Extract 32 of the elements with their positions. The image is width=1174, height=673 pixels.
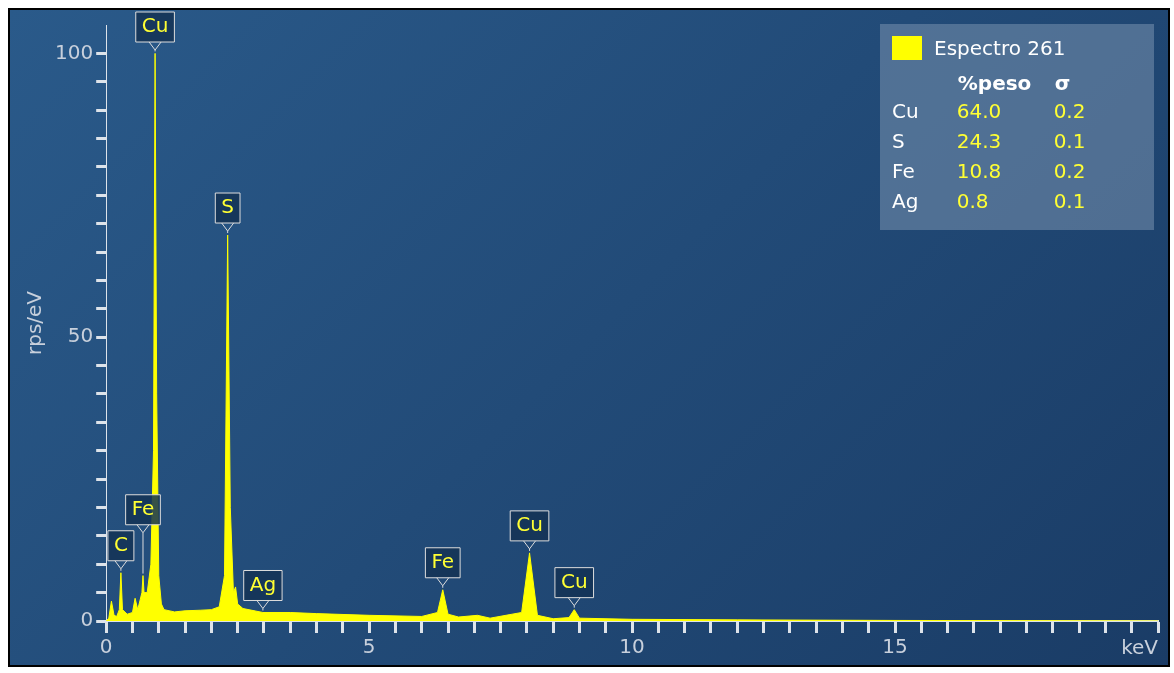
x-axis-title: keV xyxy=(1121,635,1159,660)
annotation: 24.3 xyxy=(956,128,1003,155)
annotation: Fe xyxy=(892,158,916,185)
annotation: C xyxy=(113,531,128,556)
annotation: 0.2 xyxy=(1053,158,1087,185)
y-tick-label: 100 xyxy=(54,39,94,64)
annotation: %peso xyxy=(956,70,1033,96)
annotation: 0.1 xyxy=(1053,128,1087,155)
annotation: Fe xyxy=(431,548,455,573)
y-tick-label: 50 xyxy=(67,323,94,348)
x-tick-label: 0 xyxy=(99,634,113,659)
annotation: 0.2 xyxy=(1053,98,1087,125)
x-tick-label: 5 xyxy=(362,634,376,659)
annotation: 0.8 xyxy=(956,188,990,215)
y-tick-label: 0 xyxy=(80,607,94,632)
legend-label: Espectro 261 xyxy=(934,36,1066,60)
annotation: Cu xyxy=(560,568,588,593)
x-tick-label: 15 xyxy=(882,634,908,659)
annotation: Cu xyxy=(892,98,920,125)
annotation: σ xyxy=(1053,70,1072,96)
annotation: Ag xyxy=(892,188,920,215)
annotation: 10.8 xyxy=(956,158,1003,185)
annotation: Cu xyxy=(516,512,543,537)
annotation: 0.1 xyxy=(1053,188,1087,215)
annotation: 64.0 xyxy=(956,98,1003,125)
annotation: S xyxy=(221,194,235,219)
x-tick-label: 10 xyxy=(619,634,645,659)
annotation: Cu xyxy=(141,13,169,38)
y-axis-title: rps/eV xyxy=(22,290,47,356)
annotation: S xyxy=(892,128,906,155)
annotation: Fe xyxy=(131,495,155,520)
annotation: Ag xyxy=(249,571,277,596)
